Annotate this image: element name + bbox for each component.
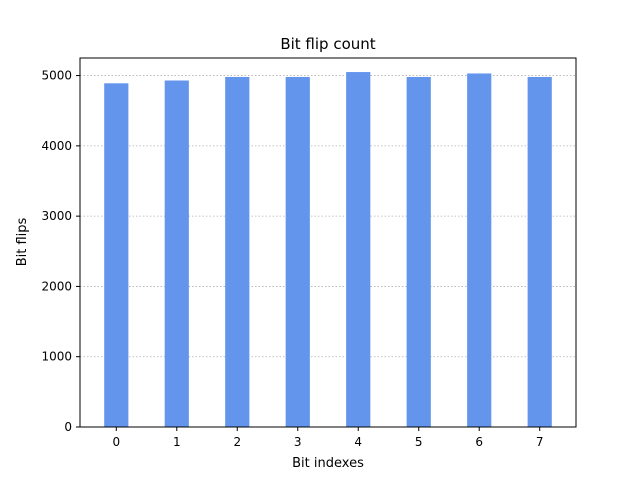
x-axis: 0 1 2 3 4 5 6 7	[112, 427, 544, 449]
y-axis-label: Bit flips	[15, 217, 30, 266]
y-tick-label: 1000	[41, 350, 72, 364]
bar-1	[164, 80, 189, 428]
y-tick-label: 2000	[41, 279, 72, 293]
x-tick-label: 6	[475, 435, 483, 449]
x-tick-label: 0	[112, 435, 120, 449]
x-tick-label: 2	[233, 435, 241, 449]
chart-title: Bit flip count	[280, 35, 375, 53]
bar-7	[527, 76, 552, 427]
plot-frame	[79, 57, 577, 428]
bar-4	[346, 72, 371, 428]
y-gridlines	[80, 75, 576, 358]
x-tick-label: 5	[415, 435, 423, 449]
x-axis-label: Bit indexes	[292, 456, 364, 471]
y-tick-label: 5000	[41, 69, 72, 83]
y-axis: 0 1000 2000 3000 4000 5000	[41, 69, 80, 434]
bars	[104, 72, 552, 428]
x-tick-label: 3	[294, 435, 302, 449]
y-tick-label: 0	[64, 420, 72, 434]
bar-5	[406, 76, 431, 427]
bar-3	[285, 76, 310, 427]
bar-6	[467, 73, 492, 427]
x-tick-label: 7	[536, 435, 544, 449]
x-tick-label: 1	[173, 435, 181, 449]
bar-2	[225, 76, 250, 427]
y-tick-label: 4000	[41, 139, 72, 153]
bar-0	[104, 83, 129, 427]
y-tick-label: 3000	[41, 209, 72, 223]
x-tick-label: 4	[354, 435, 362, 449]
